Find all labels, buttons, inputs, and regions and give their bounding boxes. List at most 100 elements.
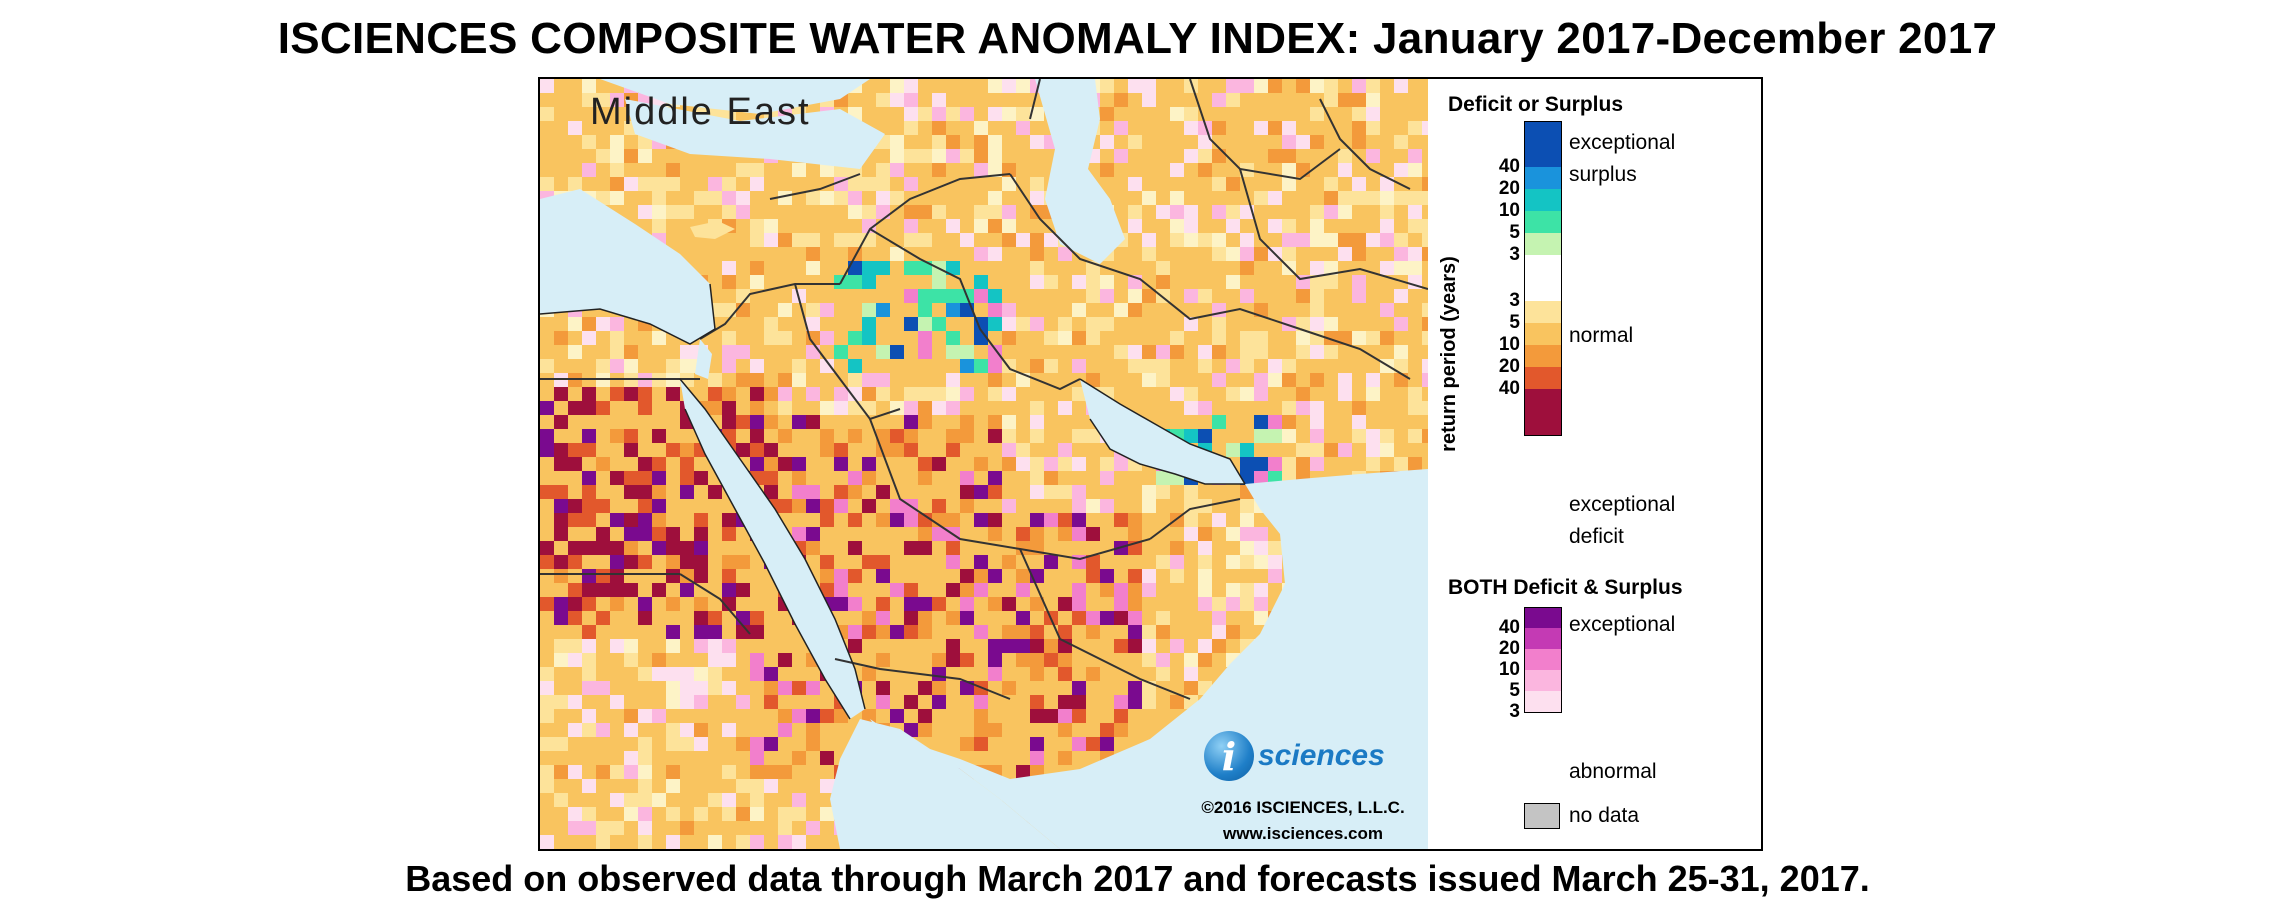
map-cell xyxy=(568,401,582,415)
map-cell xyxy=(722,345,736,359)
map-cell xyxy=(974,359,988,373)
map-cell xyxy=(638,149,652,163)
map-cell xyxy=(988,569,1002,583)
map-cell xyxy=(722,513,736,527)
map-cell xyxy=(596,583,610,597)
map-cell xyxy=(568,135,582,149)
map-cell xyxy=(792,457,806,471)
map-cell xyxy=(624,765,638,779)
map-cell xyxy=(1030,527,1044,541)
map-cell xyxy=(904,317,918,331)
map-cell xyxy=(554,765,568,779)
legend-label-normal: normal xyxy=(1569,324,1634,347)
map-cell xyxy=(1072,611,1086,625)
map-cell xyxy=(1310,443,1324,457)
legend-tick-both-5: 5 xyxy=(1509,680,1520,701)
map-cell xyxy=(1044,513,1058,527)
map-cell xyxy=(1324,177,1338,191)
map-cell xyxy=(932,471,946,485)
map-cell xyxy=(1184,667,1198,681)
map-cell xyxy=(1086,373,1100,387)
map-cell xyxy=(1310,373,1324,387)
map-cell xyxy=(568,709,582,723)
legend-swatch-deficit-5 xyxy=(1524,323,1562,345)
map-cell xyxy=(1016,457,1030,471)
map-cell xyxy=(778,191,792,205)
map-cell xyxy=(848,555,862,569)
map-cell xyxy=(778,723,792,737)
map-cell xyxy=(1422,331,1428,345)
map-cell xyxy=(960,79,974,93)
map-cell xyxy=(862,177,876,191)
map-cell xyxy=(680,723,694,737)
map-cell xyxy=(1128,345,1142,359)
map-cell xyxy=(582,387,596,401)
map-cell xyxy=(848,485,862,499)
map-cell xyxy=(1044,723,1058,737)
map-cell xyxy=(1394,345,1408,359)
map-cell xyxy=(848,359,862,373)
map-cell xyxy=(666,163,680,177)
map-cell xyxy=(1058,247,1072,261)
map-cell xyxy=(792,485,806,499)
map-cell xyxy=(946,289,960,303)
map-cell xyxy=(1016,317,1030,331)
map-cell xyxy=(638,723,652,737)
map-cell xyxy=(946,261,960,275)
map-cell xyxy=(1086,289,1100,303)
map-cell xyxy=(610,149,624,163)
legend: Deficit or Surplus return period (years)… xyxy=(1428,79,1761,849)
map-cell xyxy=(932,275,946,289)
map-cell xyxy=(624,149,638,163)
map-cell xyxy=(1240,219,1254,233)
map-cell xyxy=(1212,177,1226,191)
map-cell xyxy=(1296,93,1310,107)
map-cell xyxy=(792,835,806,849)
map-cell xyxy=(568,555,582,569)
map-cell xyxy=(1058,485,1072,499)
map-cell xyxy=(1282,163,1296,177)
map-cell xyxy=(1170,247,1184,261)
map-cell xyxy=(1044,331,1058,345)
map-cell xyxy=(1170,611,1184,625)
map-cell xyxy=(1142,345,1156,359)
map-cell xyxy=(1184,121,1198,135)
map-cell xyxy=(1394,135,1408,149)
map-cell xyxy=(694,639,708,653)
map-cell xyxy=(876,597,890,611)
map-cell xyxy=(1268,359,1282,373)
map-cell xyxy=(694,597,708,611)
map-cell xyxy=(666,387,680,401)
map-cell xyxy=(554,513,568,527)
map-cell xyxy=(1184,205,1198,219)
map-cell xyxy=(652,709,666,723)
map-cell xyxy=(764,247,778,261)
map-cell xyxy=(750,163,764,177)
map-cell xyxy=(1296,317,1310,331)
map-cell xyxy=(946,331,960,345)
map-cell xyxy=(1352,177,1366,191)
map-cell xyxy=(946,429,960,443)
map-cell xyxy=(1240,289,1254,303)
map-cell xyxy=(750,737,764,751)
map-cell xyxy=(960,639,974,653)
map-cell xyxy=(1044,471,1058,485)
map-cell xyxy=(1170,555,1184,569)
map-cell xyxy=(554,331,568,345)
map-cell xyxy=(624,485,638,499)
map-cell xyxy=(848,639,862,653)
map-cell xyxy=(652,667,666,681)
map-cell xyxy=(554,611,568,625)
map-cell xyxy=(1198,569,1212,583)
map-cell xyxy=(1100,737,1114,751)
map-cell xyxy=(666,527,680,541)
map-cell xyxy=(1030,471,1044,485)
map-cell xyxy=(596,723,610,737)
map-cell xyxy=(904,513,918,527)
country-border xyxy=(1029,79,1041,120)
map-cell xyxy=(596,569,610,583)
map-cell xyxy=(834,233,848,247)
map-cell xyxy=(1212,149,1226,163)
map-cell xyxy=(946,541,960,555)
map-cell xyxy=(1086,597,1100,611)
